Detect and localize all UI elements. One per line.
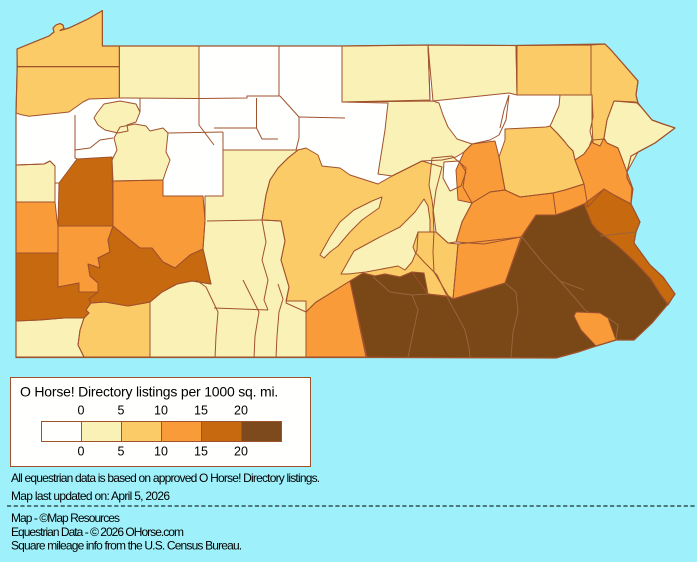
svg-text:Equestrian Data - © 2026 OHors: Equestrian Data - © 2026 OHorse.com: [11, 525, 184, 539]
svg-text:Map last updated on: April 5,: Map last updated on: April 5, 2026: [11, 489, 170, 503]
svg-text:5: 5: [118, 445, 125, 459]
svg-text:20: 20: [234, 404, 248, 418]
svg-text:20: 20: [234, 445, 248, 459]
svg-text:0: 0: [78, 445, 85, 459]
svg-text:10: 10: [154, 445, 168, 459]
svg-text:Map - ©Map Resources: Map - ©Map Resources: [11, 511, 120, 525]
svg-text:Square mileage info from the U: Square mileage info from the U.S. Census…: [11, 539, 242, 553]
svg-text:All equestrian data is based o: All equestrian data is based on approved…: [11, 471, 320, 485]
svg-text:15: 15: [194, 445, 208, 459]
svg-text:15: 15: [194, 404, 208, 418]
svg-text:0: 0: [78, 404, 85, 418]
svg-text:5: 5: [118, 404, 125, 418]
svg-text:10: 10: [154, 404, 168, 418]
svg-text:O Horse! Directory listings pe: O Horse! Directory listings per 1000 sq.…: [20, 384, 278, 400]
